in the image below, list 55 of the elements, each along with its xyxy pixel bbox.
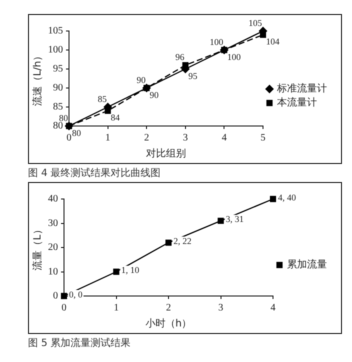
data-label: 85 <box>98 94 108 104</box>
y-tick-label: 105 <box>48 26 63 37</box>
point <box>165 240 172 246</box>
data-label: 100 <box>227 52 242 62</box>
caption: 图 4 最终测试结果对比曲线图 <box>28 166 162 180</box>
data-label: 2, 22 <box>174 236 192 246</box>
y-tick-label: 100 <box>48 44 63 56</box>
point <box>113 268 120 275</box>
y-tick-label: 10 <box>48 266 58 278</box>
legend-label: 本流量计 <box>277 96 317 109</box>
x-tick-label: 1 <box>105 132 110 144</box>
point <box>270 196 276 202</box>
x-tick-label: 3 <box>182 132 188 144</box>
x-axis-title: 小时（h） <box>145 318 192 330</box>
legend-label: 累加流量 <box>287 258 327 271</box>
data-label: 4, 40 <box>278 192 296 202</box>
data-label: 80 <box>72 128 82 138</box>
y-tick-label: 40 <box>48 194 58 205</box>
data-label: 3, 31 <box>226 214 244 224</box>
point <box>182 62 188 68</box>
x-tick-label: 0 <box>66 132 72 144</box>
legend-label: 标准流量计 <box>276 82 327 95</box>
data-label: 1, 10 <box>121 265 140 276</box>
data-label: 95 <box>188 70 198 81</box>
x-tick-label: 3 <box>218 302 224 314</box>
caption: 图 5 累加流量测试结果 <box>28 336 132 350</box>
x-tick-label: 5 <box>260 132 266 144</box>
point <box>218 218 224 224</box>
data-label: 104 <box>266 36 280 47</box>
data-label: 84 <box>110 112 120 123</box>
data-label: 90 <box>136 74 146 85</box>
y-axis-title: 流速（L/h） <box>32 50 44 106</box>
y-tick-label: 85 <box>53 102 63 113</box>
y-tick-label: 90 <box>53 82 63 94</box>
x-tick-label: 2 <box>144 132 150 144</box>
data-label: 96 <box>175 52 185 62</box>
x-tick-label: 4 <box>222 132 227 144</box>
data-label: 100 <box>210 36 224 47</box>
y-tick-label: 30 <box>48 218 58 229</box>
y-axis-title: 流量（L） <box>32 224 44 270</box>
y-tick-label: 0 <box>53 290 58 302</box>
x-tick-label: 2 <box>166 302 171 314</box>
data-label: 90 <box>150 90 160 100</box>
point <box>104 108 111 114</box>
data-label: 105 <box>248 18 262 28</box>
x-tick-label: 4 <box>270 302 276 314</box>
y-tick-label: 95 <box>53 64 63 75</box>
data-label: 0, 0 <box>69 289 83 300</box>
y-tick-label: 80 <box>53 120 63 132</box>
x-tick-label: 1 <box>114 302 119 314</box>
x-axis-title: 对比组别 <box>146 148 186 160</box>
point <box>66 122 72 130</box>
point <box>260 32 266 38</box>
y-tick-label: 20 <box>48 242 58 254</box>
point <box>60 292 68 300</box>
